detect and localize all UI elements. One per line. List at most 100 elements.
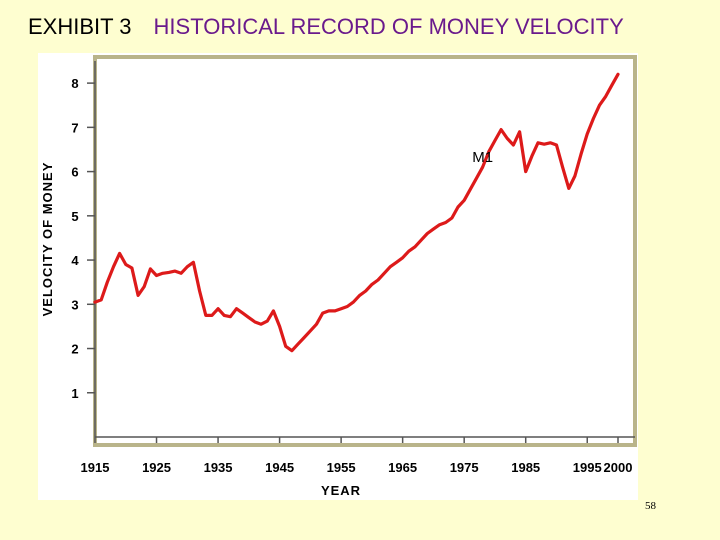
data-point bbox=[573, 175, 576, 177]
data-point bbox=[512, 144, 515, 146]
data-point bbox=[247, 316, 250, 319]
data-point bbox=[112, 265, 115, 268]
data-point bbox=[561, 166, 564, 169]
data-point bbox=[327, 309, 330, 312]
data-point bbox=[272, 309, 275, 312]
data-point bbox=[500, 128, 503, 131]
data-point bbox=[260, 323, 263, 326]
data-point bbox=[537, 141, 539, 144]
y-tick-label: 4 bbox=[71, 253, 79, 268]
data-point bbox=[407, 250, 410, 253]
series-line-m1 bbox=[93, 72, 620, 353]
data-point bbox=[100, 298, 103, 301]
data-point bbox=[161, 272, 164, 275]
data-point bbox=[475, 177, 478, 180]
data-point bbox=[610, 84, 613, 87]
data-point bbox=[297, 343, 299, 346]
data-point bbox=[254, 321, 256, 323]
data-point bbox=[586, 133, 589, 135]
chart-panel: 1 2 3 4 5 6 7 8 1915 1925 1935 1945 1955 1965 1975 198… bbox=[38, 53, 638, 500]
data-point bbox=[229, 315, 232, 318]
x-axis-label: YEAR bbox=[321, 483, 361, 498]
data-point bbox=[167, 271, 170, 274]
y-tick-label: 1 bbox=[71, 386, 78, 401]
data-point bbox=[186, 265, 189, 268]
data-point bbox=[444, 221, 447, 224]
x-tick-label: 1935 bbox=[204, 460, 233, 475]
data-point bbox=[487, 150, 490, 153]
data-point bbox=[284, 345, 287, 348]
page-number: 58 bbox=[645, 500, 656, 512]
data-point bbox=[493, 139, 496, 142]
data-point bbox=[604, 95, 607, 98]
data-point bbox=[463, 199, 466, 202]
data-point bbox=[241, 312, 244, 315]
data-point bbox=[204, 314, 207, 317]
data-point bbox=[180, 272, 183, 275]
data-point bbox=[137, 294, 140, 297]
x-tick-label: 1995 bbox=[573, 460, 602, 475]
data-point bbox=[420, 239, 423, 242]
y-tick-group: 1 2 3 4 5 6 7 8 bbox=[71, 76, 95, 401]
data-point bbox=[555, 144, 558, 146]
data-point bbox=[389, 265, 392, 268]
x-tick-label: 1985 bbox=[511, 460, 540, 475]
data-point bbox=[518, 130, 521, 133]
data-point bbox=[395, 261, 398, 264]
data-point bbox=[567, 187, 570, 190]
data-point bbox=[450, 217, 453, 219]
x-tick-label: 1945 bbox=[265, 460, 294, 475]
data-point bbox=[94, 301, 96, 304]
x-tick-label: 1955 bbox=[327, 460, 356, 475]
y-tick-label: 8 bbox=[71, 76, 78, 91]
x-tick-label: 2000 bbox=[604, 460, 633, 475]
x-tick-label: 1925 bbox=[142, 460, 171, 475]
data-point bbox=[155, 274, 158, 277]
x-tick-label: 1915 bbox=[81, 460, 110, 475]
data-point bbox=[198, 290, 201, 292]
data-point bbox=[358, 294, 361, 297]
data-point bbox=[426, 232, 429, 235]
slide-title: EXHIBIT 3 HISTORICAL RECORD OF MONEY VELO… bbox=[28, 14, 624, 40]
data-point bbox=[340, 307, 343, 310]
exhibit-label: EXHIBIT 3 bbox=[28, 14, 132, 39]
data-point bbox=[334, 309, 336, 312]
data-point bbox=[290, 349, 293, 352]
x-tick-label: 1965 bbox=[388, 460, 417, 475]
data-point bbox=[266, 320, 269, 323]
y-tick-label: 3 bbox=[71, 297, 78, 312]
y-tick-label: 7 bbox=[71, 120, 78, 135]
data-point bbox=[414, 245, 416, 248]
data-point bbox=[192, 261, 195, 264]
x-tick-label: 1975 bbox=[450, 460, 479, 475]
y-tick-label: 6 bbox=[71, 165, 78, 180]
data-point bbox=[321, 312, 324, 315]
x-tick-group: 1915 1925 1935 1945 1955 1965 1975 1985 1995 2000 bbox=[81, 437, 633, 475]
data-point bbox=[149, 267, 152, 270]
data-point bbox=[401, 256, 404, 259]
data-point bbox=[543, 143, 546, 146]
data-point bbox=[370, 283, 373, 286]
series-layer: M1 bbox=[93, 72, 620, 353]
data-point bbox=[346, 305, 349, 308]
plot-frame bbox=[93, 55, 637, 447]
data-point bbox=[549, 141, 552, 144]
data-point bbox=[315, 323, 318, 326]
data-point bbox=[217, 307, 220, 310]
data-point bbox=[309, 329, 312, 332]
data-point bbox=[598, 104, 601, 107]
y-tick-label: 5 bbox=[71, 209, 78, 224]
data-point bbox=[383, 272, 386, 275]
data-point bbox=[457, 206, 459, 208]
data-point bbox=[524, 170, 527, 173]
data-point bbox=[592, 117, 595, 120]
data-point bbox=[432, 228, 435, 231]
data-point bbox=[438, 223, 441, 226]
data-point bbox=[118, 252, 121, 255]
data-point bbox=[506, 137, 509, 140]
data-point bbox=[106, 281, 109, 284]
data-point bbox=[617, 73, 619, 76]
data-point bbox=[364, 290, 367, 292]
data-point bbox=[143, 285, 146, 288]
data-point bbox=[278, 325, 281, 328]
